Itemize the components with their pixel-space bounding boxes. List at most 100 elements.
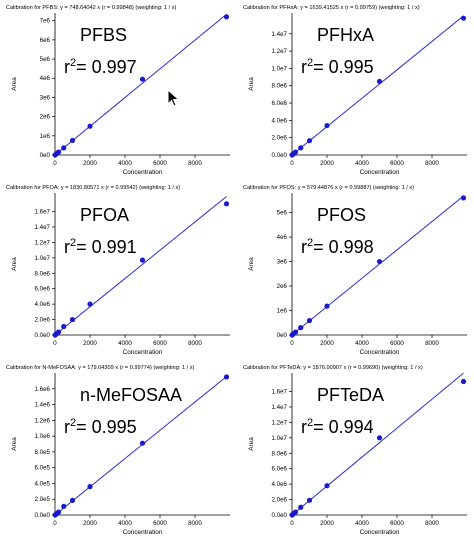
r-squared-value: = 0.991 [76,237,137,257]
x-tick-label: 0 [53,340,57,347]
data-point [376,258,383,265]
x-tick-label: 4000 [118,520,132,527]
data-point [376,78,383,85]
data-point [87,301,93,307]
x-tick-label: 2000 [320,340,334,347]
y-tick-label: 8.0e6 [272,83,288,90]
x-tick-label: 0 [53,520,57,527]
y-tick-label: 6.0e5 [35,465,51,472]
y-axis-title: Area [248,257,255,271]
regression-line [54,196,227,336]
y-axis-title: Area [248,77,255,91]
r-squared-prefix: r [64,237,70,257]
data-point [69,497,76,504]
r-squared-prefix: r [64,417,70,437]
y-tick-label: 6.0e6 [272,100,288,107]
x-tick-label: 6000 [390,340,404,347]
r-squared-superscript: 2 [307,417,313,429]
data-point [292,509,299,515]
chart-header: Calibration for PFOA: y = 1830.80571 x (… [6,185,180,191]
x-tick-label: 0 [290,520,294,527]
chart-header: Calibration for PFBS: y = 748.64042 x (r… [6,5,177,11]
r-squared-prefix: r [301,417,307,437]
y-tick-label: 6e6 [40,37,51,44]
regression-line [54,376,227,516]
x-tick-label: 2000 [83,160,97,167]
y-tick-label: 5e6 [40,56,51,63]
y-tick-label: 0.0e0 [35,512,51,519]
x-tick-label: 8000 [188,160,202,167]
data-point [139,257,146,263]
y-tick-label: 0.0e0 [272,152,288,159]
chart-header: Calibration for PFHxA: y = 1639.41525 x … [243,5,420,11]
y-tick-label: 4e6 [277,234,288,241]
y-tick-label: 2.0e6 [35,317,51,324]
y-tick-label: 1.2e7 [272,419,288,426]
y-tick-label: 1.2e7 [272,48,288,55]
data-point [61,323,67,330]
data-point [292,329,299,335]
x-tick-label: 0 [290,340,294,347]
data-point [61,503,67,509]
y-tick-label: 0e0 [40,152,51,159]
r-squared-superscript: 2 [70,237,76,249]
analyte-label: PFOS [317,205,366,225]
x-axis-title: Concentration [360,529,400,536]
x-tick-label: 8000 [188,340,202,347]
y-tick-label: 1.0e7 [272,435,288,442]
y-tick-label: 2.0e6 [272,135,288,142]
y-tick-label: 6.0e6 [35,286,51,293]
data-point [460,378,467,385]
data-point [55,149,62,155]
x-tick-label: 2000 [320,520,334,527]
r-squared-value: = 0.994 [313,417,374,437]
y-tick-label: 7e6 [40,18,51,25]
y-tick-label: 6.0e6 [272,466,288,473]
x-axis-title: Concentration [123,529,163,536]
data-point [69,137,76,144]
x-tick-label: 4000 [118,160,132,167]
r-squared-prefix: r [301,57,307,77]
regression-line [291,195,464,336]
y-tick-label: 1.4e7 [272,404,288,411]
data-point [298,145,304,151]
y-tick-label: 0.0e0 [35,332,51,339]
y-tick-label: 1e6 [277,308,288,315]
r-squared-prefix: r [301,237,307,257]
r-squared-prefix: r [64,57,70,77]
chart-panel-6: Calibration for PFTeDA: y = 1876.00907 x… [243,365,467,536]
x-tick-label: 4000 [355,160,369,167]
y-tick-label: 1.4e7 [35,224,51,231]
y-axis-title: Area [11,437,18,451]
x-axis-title: Concentration [360,349,400,356]
x-tick-label: 6000 [153,520,167,527]
regression-line [291,15,464,156]
chart-panel-5: Calibration for N-MeFOSAA: y = 179.04309… [6,365,230,536]
x-tick-label: 8000 [425,520,439,527]
data-point [69,316,76,323]
y-tick-label: 4e6 [40,75,51,82]
data-point [324,303,330,309]
y-tick-label: 8.0e5 [35,449,51,456]
analyte-label: PFTeDA [317,385,384,405]
y-tick-label: 3e6 [277,259,288,266]
chart-panel-4: Calibration for PFOS: y = 579.44876 x (r… [243,185,467,356]
data-point [324,122,330,129]
x-tick-label: 4000 [355,520,369,527]
y-tick-label: 1.6e7 [35,209,51,216]
r-squared-value: = 0.998 [313,237,374,257]
x-tick-label: 6000 [153,340,167,347]
data-point [460,15,467,21]
data-point [376,435,383,441]
r-squared-superscript: 2 [70,417,76,429]
y-tick-label: 1.2e6 [35,417,51,424]
data-point [292,149,299,155]
chart-header: Calibration for PFTeDA: y = 1876.00907 x… [243,365,423,371]
y-axis-title: Area [248,437,255,451]
mouse-pointer-icon [167,89,180,107]
data-point [223,14,230,20]
chart-header: Calibration for PFOS: y = 579.44876 x (r… [243,185,414,191]
analyte-label: PFBS [80,25,127,45]
y-tick-label: 8.0e6 [272,450,288,457]
x-tick-label: 6000 [390,520,404,527]
